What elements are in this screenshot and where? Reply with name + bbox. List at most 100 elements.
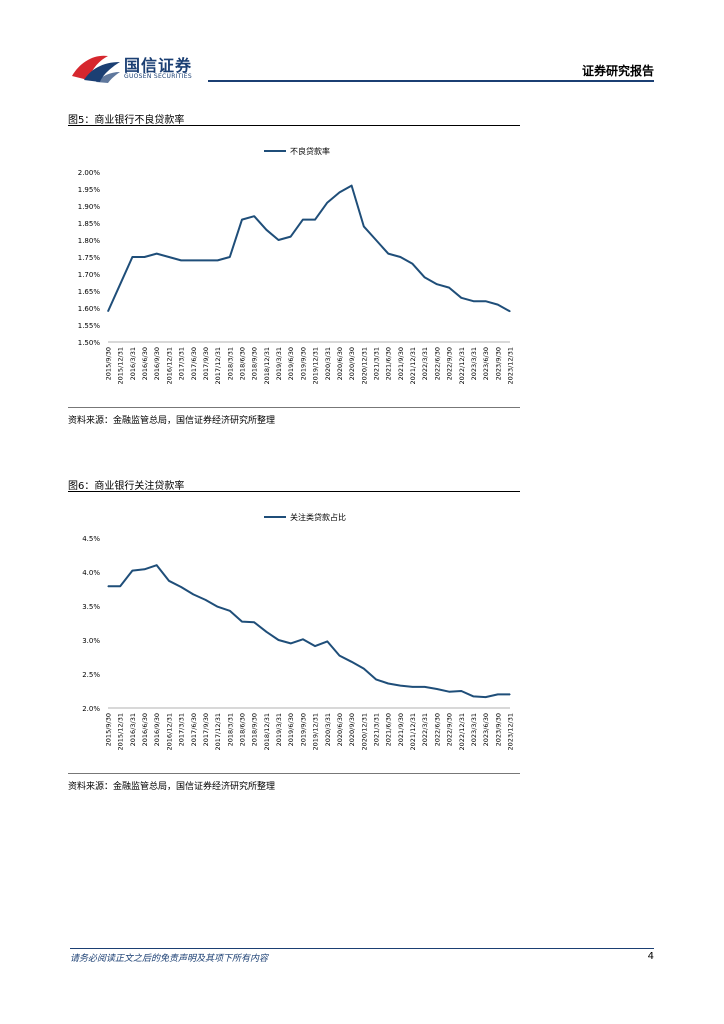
npl-data-point bbox=[192, 259, 194, 261]
special-mention-x-tick-label: 2019/9/30 bbox=[299, 713, 307, 746]
npl-x-tick-label: 2022/12/31 bbox=[458, 347, 466, 384]
special-mention-data-point bbox=[168, 580, 170, 582]
special-mention-data-point bbox=[314, 645, 316, 647]
figure-5-title: 图5：商业银行不良贷款率 bbox=[68, 115, 185, 126]
special-mention-data-point bbox=[387, 682, 389, 685]
special-mention-data-point bbox=[180, 586, 182, 588]
npl-y-tick-label: 1.90% bbox=[78, 203, 101, 211]
special-mention-x-tick-label: 2022/3/31 bbox=[421, 713, 429, 746]
guosen-logo-icon bbox=[72, 55, 120, 83]
special-mention-ratio-chart-svg: 关注类贷款占比 2.0% 2.5% 3.0% 3.5% 4.0% 4.5% 2015/9/30… bbox=[82, 512, 515, 750]
npl-x-tick-label: 2019/9/30 bbox=[299, 347, 307, 380]
npl-data-point bbox=[436, 283, 438, 285]
npl-data-point bbox=[387, 253, 389, 255]
npl-data-point bbox=[399, 256, 401, 258]
npl-x-tick-label: 2018/6/30 bbox=[239, 347, 247, 380]
special-mention-data-point bbox=[107, 585, 109, 587]
special-mention-data-point bbox=[156, 564, 158, 566]
npl-x-tick-label: 2015/9/30 bbox=[105, 347, 113, 380]
npl-data-point bbox=[375, 239, 377, 241]
special-mention-data-point bbox=[131, 570, 133, 572]
npl-x-tick-label: 2016/3/31 bbox=[129, 347, 137, 380]
special-mention-x-tick-label: 2015/9/30 bbox=[105, 713, 113, 746]
npl-y-tick-label: 1.75% bbox=[78, 254, 101, 262]
special-mention-x-tick-label: 2021/3/31 bbox=[373, 713, 381, 746]
npl-x-tick-label: 2021/9/30 bbox=[397, 347, 405, 380]
special-mention-x-tick-label: 2017/6/30 bbox=[190, 713, 198, 746]
npl-data-point bbox=[168, 256, 170, 258]
page-number: 4 bbox=[647, 951, 654, 962]
special-mention-ratio-chart: 关注类贷款占比 2.0% 2.5% 3.0% 3.5% 4.0% 4.5% 2015/9/30… bbox=[68, 494, 520, 772]
npl-data-point bbox=[156, 253, 158, 255]
npl-x-tick-label: 2018/9/30 bbox=[251, 347, 259, 380]
special-mention-x-tick-label: 2023/3/31 bbox=[470, 713, 478, 746]
npl-data-point bbox=[509, 310, 511, 312]
npl-y-tick-label: 1.80% bbox=[78, 237, 101, 245]
special-mention-x-tick-label: 2023/9/30 bbox=[494, 713, 502, 746]
special-mention-data-point bbox=[217, 606, 219, 608]
npl-x-tick-label: 2018/3/31 bbox=[226, 347, 234, 380]
special-mention-x-tick-label: 2019/3/31 bbox=[275, 713, 283, 746]
npl-data-point bbox=[424, 276, 426, 278]
npl-ratio-chart: 不良贷款率 1.50% 1.55% 1.60% 1.65% 1.70% 1.75% 1.80%… bbox=[68, 128, 520, 406]
special-mention-data-point bbox=[119, 585, 121, 587]
npl-data-point bbox=[460, 297, 462, 299]
special-mention-x-tick-label: 2016/12/31 bbox=[165, 713, 173, 750]
special-mention-data-point bbox=[424, 686, 426, 688]
special-mention-data-point bbox=[375, 678, 377, 681]
npl-data-point bbox=[314, 219, 316, 221]
header-divider bbox=[208, 80, 654, 82]
special-mention-series-line bbox=[108, 564, 510, 699]
npl-data-point bbox=[119, 283, 121, 285]
special-mention-data-point bbox=[351, 661, 353, 663]
npl-data-point bbox=[241, 219, 243, 221]
npl-x-tick-label: 2017/9/30 bbox=[202, 347, 210, 380]
figure-5-top-rule bbox=[68, 125, 520, 126]
special-mention-x-tick-label: 2016/6/30 bbox=[141, 713, 149, 746]
npl-data-point bbox=[485, 300, 487, 302]
npl-x-tick-label: 2020/12/31 bbox=[360, 347, 368, 384]
special-mention-x-tick-label: 2018/6/30 bbox=[239, 713, 247, 746]
npl-data-point bbox=[277, 239, 280, 241]
report-type-label: 证券研究报告 bbox=[581, 64, 654, 78]
special-mention-data-point bbox=[241, 621, 243, 623]
special-mention-x-tick-label: 2018/9/30 bbox=[251, 713, 259, 746]
special-mention-data-point bbox=[204, 599, 207, 601]
special-mention-x-tick-label: 2023/12/31 bbox=[507, 713, 515, 750]
special-mention-data-point bbox=[436, 688, 438, 690]
npl-x-tick-label: 2021/6/30 bbox=[385, 347, 393, 380]
special-mention-x-tick-label: 2016/3/31 bbox=[129, 713, 137, 746]
npl-data-point bbox=[229, 256, 231, 258]
npl-data-point bbox=[131, 256, 133, 258]
figure-6-title: 图6：商业银行关注贷款率 bbox=[68, 481, 185, 492]
npl-x-tick-label: 2019/3/31 bbox=[275, 347, 283, 380]
special-mention-x-tick-label: 2016/9/30 bbox=[153, 713, 161, 746]
special-mention-data-point bbox=[302, 638, 304, 640]
npl-y-tick-label: 1.70% bbox=[78, 271, 101, 279]
special-mention-x-tick-label: 2018/3/31 bbox=[226, 713, 234, 746]
special-mention-x-tick-label: 2023/6/30 bbox=[482, 713, 490, 746]
special-mention-data-point bbox=[192, 593, 194, 596]
disclaimer-notice: 请务必阅读正文之后的免责声明及其项下所有内容 bbox=[70, 954, 269, 964]
npl-x-tick-label: 2022/6/30 bbox=[433, 347, 441, 380]
special-mention-y-tick-label: 4.0% bbox=[82, 569, 100, 577]
npl-x-tick-label: 2019/12/31 bbox=[312, 347, 320, 384]
npl-x-tick-label: 2023/9/30 bbox=[494, 347, 502, 380]
npl-x-tick-label: 2017/3/31 bbox=[178, 347, 186, 380]
logo-english-name: GUOSEN SECURITIES bbox=[124, 73, 193, 80]
npl-x-tick-label: 2020/3/31 bbox=[324, 347, 332, 380]
npl-y-tick-label: 1.55% bbox=[78, 322, 101, 330]
special-mention-data-point bbox=[229, 610, 231, 612]
special-mention-data-point bbox=[363, 667, 365, 670]
npl-data-point bbox=[497, 304, 499, 306]
npl-x-tick-label: 2021/12/31 bbox=[409, 347, 417, 384]
figure-5-bottom-rule bbox=[68, 407, 520, 408]
special-mention-x-tick-label: 2020/3/31 bbox=[324, 713, 332, 746]
npl-y-tick-label: 1.50% bbox=[78, 339, 101, 347]
special-mention-data-point bbox=[460, 690, 462, 692]
special-mention-x-tick-label: 2017/12/31 bbox=[214, 713, 222, 750]
npl-data-point bbox=[265, 229, 267, 231]
npl-data-point bbox=[351, 185, 353, 187]
special-mention-x-tick-label: 2022/6/30 bbox=[433, 713, 441, 746]
company-logo: 国信证券 GUOSEN SECURITIES bbox=[70, 50, 210, 86]
